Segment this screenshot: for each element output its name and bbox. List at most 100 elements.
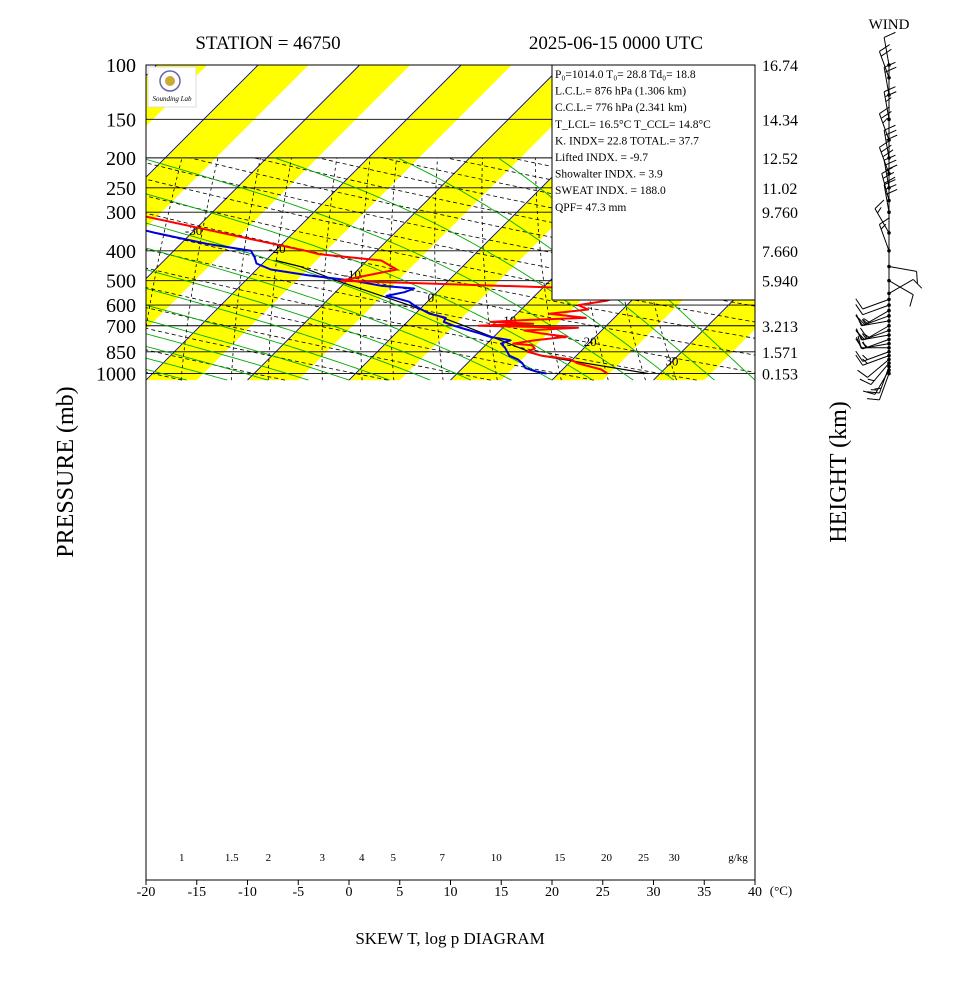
mixing-ratio-line (604, 157, 646, 381)
isotherm-label: 20 (584, 334, 597, 349)
isotherm-label: -50 (31, 174, 48, 189)
index-line: Lifted INDX. = -9.7 (555, 152, 648, 164)
dry-adiabat-line (146, 212, 755, 339)
wind-barb-staff (862, 351, 890, 362)
height-tick-label: 5.940 (762, 274, 798, 291)
lab-logo: Sounding Lab (147, 66, 197, 108)
mixing-ratio-line (629, 157, 677, 381)
moist-adiabat-line (146, 304, 390, 381)
height-tick-label: 1.571 (762, 345, 798, 362)
wind-barb-flag (855, 330, 866, 341)
temperature-tick-label: -10 (238, 885, 257, 900)
isotherm-label: 0 (428, 290, 435, 305)
wind-barb-flag (883, 31, 896, 38)
wind-barb-staff (878, 224, 890, 251)
mixing-ratio-label: 3 (319, 852, 325, 864)
temperature-tick-labels: -20 -15 -10 -5 0 5 10 15 20 25 30 35 40 (137, 880, 762, 900)
dry-adiabat-line (831, 158, 960, 380)
moist-adiabat-line (146, 222, 553, 381)
wind-barb-staff (867, 359, 890, 378)
temperature-tick-label: 15 (494, 885, 508, 900)
mixing-ratio-line (321, 157, 338, 381)
wind-barb-flag (867, 378, 875, 382)
temperature-tick-label: 0 (346, 885, 353, 900)
wind-barb-flag (863, 317, 870, 323)
wind-barb-flag (857, 369, 868, 378)
index-line: T_LCL= 16.5°C T_CCL= 14.8°C (555, 119, 711, 131)
wind-barb-staff (874, 208, 890, 234)
wind-barb-flag (879, 44, 890, 52)
isotherm-band (0, 65, 106, 380)
wind-barb-flag (860, 327, 868, 339)
wind-barb-flag (877, 207, 882, 214)
height-tick-label: 12.52 (762, 151, 798, 168)
height-tick-label: 14.34 (762, 112, 798, 129)
wind-title: WIND (869, 17, 910, 33)
mixing-ratio-label: 7 (440, 852, 446, 864)
mixing-ratio-label: 30 (669, 852, 681, 864)
wind-barb-staff (883, 37, 890, 66)
wind-barb-flag (884, 91, 897, 98)
wind-barb-flag (867, 398, 880, 401)
moist-adiabat-line (146, 319, 350, 381)
temperature-tick-label: 30 (647, 885, 661, 900)
mixing-ratio-label: 15 (554, 852, 566, 864)
wind-barb-flag (867, 391, 880, 394)
height-tick-label: 16.74 (762, 58, 798, 75)
wind-barb-staff (888, 266, 917, 272)
mixing-ratio-label: g/kg (728, 852, 748, 864)
mixing-ratio-line (359, 157, 371, 381)
moist-adiabat-line (146, 288, 431, 381)
wind-barb-flag (863, 333, 870, 338)
isotherm-label: 30 (665, 354, 678, 369)
wind-barb-staff (888, 279, 914, 294)
wind-barbs-column (855, 31, 923, 401)
mixing-ratio-labels: 0.7 1 1.5 2 3 4 5 7 10 15 20 25 30 g/kg (146, 852, 748, 864)
pressure-tick-label: 300 (106, 202, 136, 224)
wind-barb-flag (880, 144, 892, 153)
wind-barb-flag (882, 117, 888, 124)
wind-barb-staff (862, 355, 890, 366)
wind-barb-flag (880, 48, 892, 57)
y-axis-label: PRESSURE (mb) (53, 386, 79, 557)
mixing-ratio-label: 10 (491, 852, 503, 864)
wind-barb-flag (885, 97, 892, 103)
logo-text: Sounding Lab (152, 95, 192, 103)
wind-barb-flag (884, 184, 897, 191)
mixing-ratio-label: 20 (601, 852, 613, 864)
wind-barb-flag (879, 106, 890, 115)
mixing-ratio-label: 1 (179, 852, 185, 864)
dry-adiabat-line (146, 287, 594, 381)
pressure-tick-label: 1000 (96, 364, 136, 386)
isotherm-line (146, 65, 259, 178)
sounding-profiles (146, 215, 648, 375)
station-label: STATION = 46750 (195, 33, 340, 54)
x-axis-unit: (°C) (770, 883, 793, 898)
isotherm-band (146, 65, 309, 228)
pressure-tick-label: 400 (106, 241, 136, 263)
temperature-tick-label: -5 (292, 885, 304, 900)
mixing-ratio-line (389, 157, 397, 381)
wind-barb-flag (862, 358, 868, 364)
y2-axis-label: HEIGHT (km) (826, 401, 852, 543)
pressure-tick-label: 500 (106, 271, 136, 293)
height-tick-label: 7.660 (762, 244, 798, 261)
temperature-tick-label: 25 (596, 885, 610, 900)
mixing-ratio-line (230, 157, 261, 381)
moist-adiabat-line (146, 193, 593, 381)
temperature-tick-label: 5 (396, 885, 403, 900)
moist-adiabat-line (146, 158, 634, 381)
index-line: K. INDX= 22.8 TOTAL.= 37.7 (555, 135, 699, 147)
height-tick-label: 11.02 (762, 181, 797, 198)
mixing-ratio-line (481, 157, 498, 381)
diagram-title: SKEW T, log p DIAGRAM (355, 929, 544, 948)
datetime-label: 2025-06-15 0000 UTC (529, 33, 703, 54)
height-tick-label: 0.153 (762, 367, 798, 384)
moist-adiabat-line (146, 269, 472, 381)
wind-barb-flag (855, 304, 864, 315)
wind-barb-flag (881, 167, 893, 174)
height-tick-label: 9.760 (762, 205, 798, 222)
sounding-indices-box: P₀=1014.0 T₀= 28.8 Td₀= 18.8 L.C.L.= 876 … (551, 65, 755, 301)
dry-adiabat-line (146, 230, 755, 356)
